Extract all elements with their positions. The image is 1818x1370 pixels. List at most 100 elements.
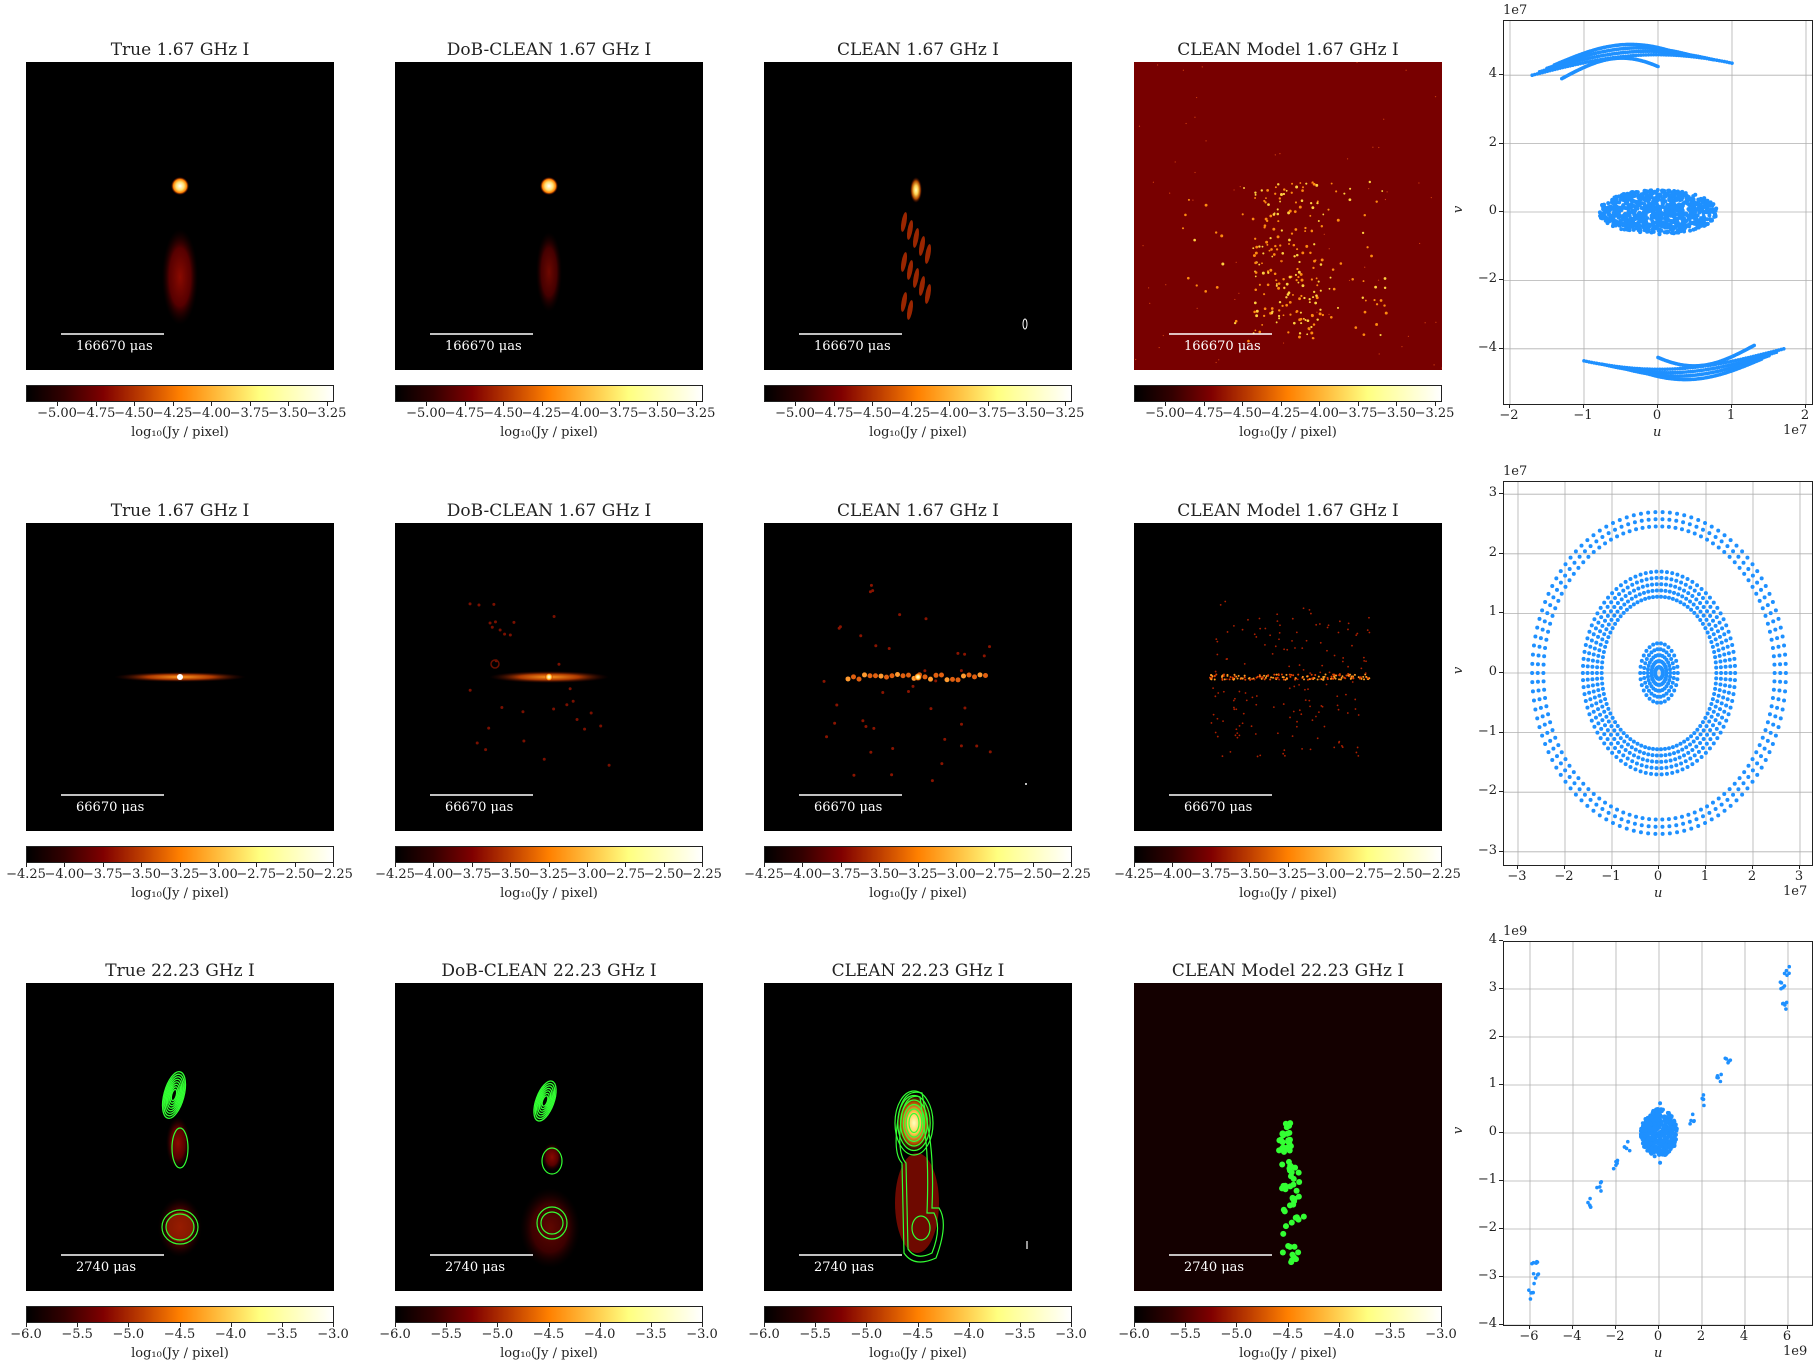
- colorbar-tick-label: −4.25: [1114, 867, 1154, 882]
- x-tick: [1615, 1325, 1616, 1329]
- x-tick: [1805, 404, 1806, 408]
- scale-bar-label: 2740 μas: [814, 1260, 875, 1275]
- x-tick-label: 0: [1653, 869, 1663, 884]
- panel-title: CLEAN Model 1.67 GHz I: [1177, 501, 1399, 521]
- scale-bar-label: 66670 μas: [814, 800, 883, 815]
- x-tick-label: 2: [1696, 1329, 1706, 1344]
- colorbar-tick: [580, 402, 581, 406]
- x-tick: [1799, 865, 1800, 869]
- colorbar-tick-label: −3.50: [121, 867, 162, 882]
- y-tick: [1499, 1228, 1503, 1229]
- colorbar-tick-label: −4.00: [929, 406, 969, 421]
- colorbar-label: log₁₀(Jy / pixel): [1239, 425, 1337, 440]
- colorbar: [26, 385, 334, 402]
- colorbar-tick: [968, 1323, 970, 1327]
- y-tick: [1499, 672, 1503, 673]
- colorbar-tick: [141, 863, 143, 867]
- colorbar-tick: [802, 863, 804, 867]
- image-canvas: [430, 1080, 580, 1268]
- colorbar-tick-label: −2.50: [1012, 867, 1053, 882]
- x-tick-label: −1: [1601, 869, 1621, 884]
- colorbar-tick: [217, 863, 219, 867]
- colorbar-tick-label: −6.0: [1118, 1327, 1150, 1342]
- colorbar-tick-label: −3.5: [266, 1327, 298, 1342]
- colorbar-tick-label: −4.00: [413, 867, 454, 882]
- colorbar-tick-label: −2.50: [643, 867, 684, 882]
- colorbar-tick-label: −5.5: [1169, 1327, 1201, 1342]
- colorbar-tick-label: −2.75: [236, 867, 277, 882]
- scale-bar-label: 166670 μas: [76, 339, 153, 354]
- y-tick-label: 2: [1488, 544, 1497, 560]
- image-canvas: [799, 583, 1027, 796]
- uv-coverage-plot: [1503, 941, 1813, 1326]
- panel-title: CLEAN 1.67 GHz I: [837, 501, 999, 521]
- y-tick: [1499, 1276, 1503, 1277]
- colorbar-label: log₁₀(Jy / pixel): [131, 886, 229, 901]
- colorbar-label: log₁₀(Jy / pixel): [1239, 1346, 1337, 1361]
- y-tick: [1499, 1036, 1503, 1037]
- colorbar-tick-label: −3.0: [686, 1327, 718, 1342]
- y-tick-label: 2: [1488, 1028, 1497, 1043]
- colorbar-tick: [134, 402, 135, 406]
- colorbar-tick: [1032, 863, 1034, 867]
- panel-title: DoB-CLEAN 22.23 GHz I: [441, 961, 657, 981]
- y-tick: [1499, 612, 1503, 614]
- colorbar-tick: [541, 402, 543, 406]
- x-tick: [1658, 865, 1659, 869]
- colorbar-tick-label: −3.25: [306, 406, 347, 421]
- panel-title: True 22.23 GHz I: [105, 961, 255, 981]
- image-panel: [1134, 62, 1442, 370]
- x-tick: [1572, 1325, 1573, 1329]
- y-tick-label: 1: [1488, 604, 1497, 620]
- colorbar-tick-label: −4.0: [583, 1327, 616, 1342]
- x-tick: [1744, 1325, 1745, 1329]
- colorbar-tick-label: −6.0: [10, 1327, 42, 1342]
- image-canvas: [61, 1071, 202, 1257]
- image-panel: [395, 983, 703, 1291]
- x-axis-exponent: 1e7: [1783, 423, 1808, 438]
- x-tick-label: 0: [1653, 1329, 1663, 1344]
- colorbar-tick-label: −4.5: [1271, 1327, 1304, 1342]
- colorbar-tick-label: −2.25: [1051, 867, 1091, 882]
- colorbar-tick: [211, 402, 212, 406]
- colorbar-tick-label: −3.75: [1190, 867, 1231, 882]
- image-canvas: [61, 177, 198, 335]
- panel-title: True 1.67 GHz I: [110, 40, 250, 60]
- scale-bar-label: 166670 μas: [814, 339, 891, 354]
- y-tick-label: 2: [1488, 134, 1497, 150]
- colorbar-tick-label: −3.0: [317, 1327, 349, 1342]
- colorbar-tick-label: −2.25: [313, 867, 353, 882]
- colorbar-tick: [179, 863, 181, 867]
- y-axis-exponent: 1e9: [1503, 924, 1528, 939]
- x-tick-label: 1: [1726, 408, 1736, 423]
- colorbar-tick: [446, 1323, 448, 1327]
- y-tick: [1499, 791, 1503, 793]
- x-tick: [1517, 865, 1518, 869]
- colorbar: [1134, 846, 1442, 863]
- colorbar-label: log₁₀(Jy / pixel): [500, 886, 598, 901]
- colorbar-tick: [230, 1323, 232, 1327]
- image-canvas: [799, 1090, 1028, 1263]
- x-tick: [1705, 865, 1706, 869]
- colorbar-tick-label: −3.00: [197, 867, 238, 882]
- colorbar-tick: [650, 1323, 652, 1327]
- colorbar-tick: [910, 402, 912, 406]
- colorbar-tick-label: −3.50: [490, 867, 531, 882]
- colorbar-tick-label: −3.5: [635, 1327, 667, 1342]
- colorbar-tick: [618, 402, 620, 406]
- image-canvas: [430, 602, 611, 796]
- colorbar-tick-label: −4.25: [521, 406, 562, 421]
- colorbar-label: log₁₀(Jy / pixel): [500, 1346, 598, 1361]
- colorbar-tick-label: −4.0: [214, 1327, 247, 1342]
- colorbar-tick: [872, 402, 873, 406]
- colorbar-tick-label: −3.25: [1414, 406, 1455, 421]
- colorbar-tick-label: −5.00: [37, 406, 77, 421]
- x-tick: [1787, 1325, 1788, 1329]
- colorbar-tick: [833, 402, 835, 406]
- colorbar-tick-label: −2.50: [1382, 867, 1423, 882]
- colorbar-label: log₁₀(Jy / pixel): [1239, 886, 1337, 901]
- colorbar-tick: [1402, 863, 1404, 867]
- colorbar-tick-label: −4.00: [560, 406, 600, 421]
- colorbar-tick: [955, 863, 957, 867]
- y-axis-label: v: [1451, 205, 1467, 214]
